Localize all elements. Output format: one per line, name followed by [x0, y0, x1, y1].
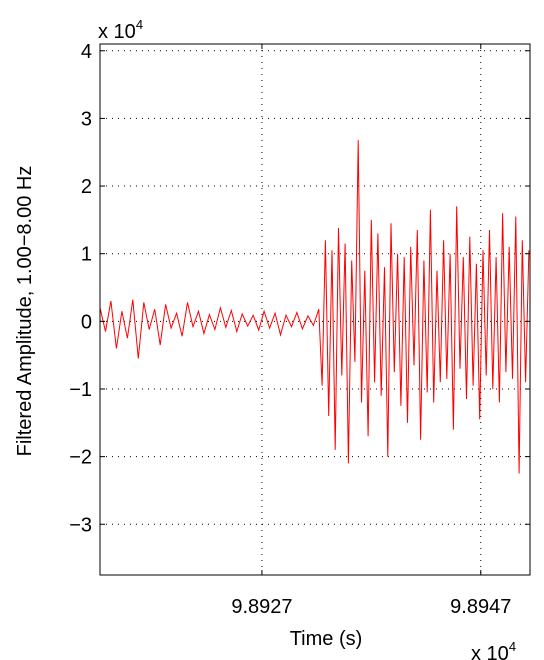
y-axis-label: Filtered Amplitude, 1.00−8.00 Hz — [14, 166, 36, 457]
x-exponent-power: 4 — [509, 639, 516, 654]
y-tick-label: 1 — [81, 244, 92, 266]
x-exponent-label: x 104 — [471, 639, 516, 660]
y-exponent-base: x 10 — [98, 21, 136, 43]
axis-ticks — [100, 44, 530, 575]
y-tick-label: 4 — [81, 41, 92, 63]
series-line — [100, 140, 530, 474]
x-tick-labels: 9.8927 9.8947 — [231, 596, 511, 618]
y-tick-label: 3 — [81, 108, 92, 130]
x-exponent-base: x 10 — [471, 643, 509, 660]
x-tick-label: 9.8927 — [231, 596, 292, 618]
plot-frame — [99, 43, 531, 576]
y-tick-label: −2 — [69, 447, 92, 469]
y-tick-label: 0 — [81, 311, 92, 333]
y-tick-labels: −3 −2 −1 0 1 2 3 4 — [69, 41, 92, 537]
y-exponent-label: x 104 — [98, 17, 143, 43]
y-tick-label: −1 — [69, 379, 92, 401]
y-tick-label: −3 — [69, 514, 92, 536]
x-tick-label: 9.8947 — [450, 596, 511, 618]
x-axis-label: Time (s) — [290, 628, 363, 650]
y-tick-label: 2 — [81, 176, 92, 198]
y-exponent-power: 4 — [136, 17, 143, 32]
